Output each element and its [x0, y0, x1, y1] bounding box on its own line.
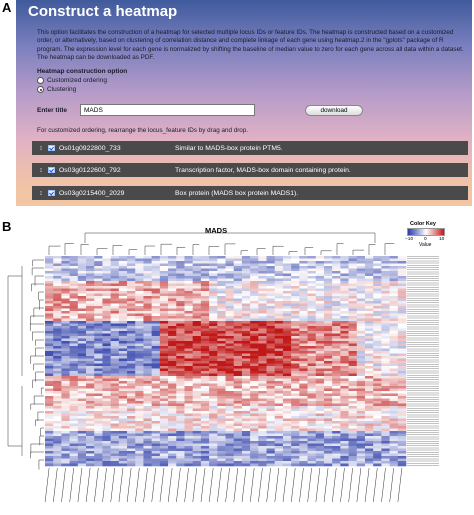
- clustering-label: Clustering: [47, 86, 77, 93]
- drag-handle-icon[interactable]: ↕: [39, 166, 43, 174]
- gene-id: Os03g0215400_2029: [59, 189, 125, 197]
- gene-row[interactable]: ↕ Os03g0122600_792 Transcription factor,…: [32, 163, 468, 177]
- gene-description: Transcription factor, MADS-box domain co…: [175, 166, 351, 174]
- checkbox-icon[interactable]: [48, 145, 55, 151]
- customized-label: Customized ordering: [47, 77, 107, 84]
- checkbox-icon[interactable]: [48, 190, 55, 196]
- row-labels: [407, 256, 439, 466]
- gene-id: Os03g0122600_792: [59, 166, 121, 174]
- heatmap-title: MADS: [205, 226, 228, 235]
- panel-a-letter: A: [2, 0, 12, 15]
- gene-description: Similar to MADS-box protein PTM5.: [175, 144, 283, 152]
- drag-handle-icon[interactable]: ↕: [39, 144, 43, 152]
- gene-description: Box protein (MADS box protein MADS1).: [175, 189, 299, 197]
- color-key: Color Key −10 0 10 Value: [405, 221, 447, 251]
- customized-radio[interactable]: [37, 77, 44, 84]
- gene-row[interactable]: ↕ Os03g0215400_2029 Box protein (MADS bo…: [32, 186, 468, 200]
- color-key-tick: 0: [424, 237, 427, 242]
- ordering-note: For customized ordering, rearrange the l…: [37, 127, 249, 134]
- color-key-tick: −10: [405, 237, 414, 242]
- panel-b-letter: B: [2, 219, 12, 234]
- page-title: Construct a heatmap: [28, 3, 178, 20]
- download-button[interactable]: download: [305, 105, 363, 116]
- heatmap-graphic: [7, 232, 407, 503]
- title-input[interactable]: [80, 104, 255, 116]
- title-label: Enter title: [37, 107, 67, 114]
- color-key-bar: [407, 228, 445, 236]
- intro-description: This option facilitates the construction…: [37, 29, 464, 61]
- option-heading: Heatmap construction option: [37, 68, 128, 75]
- gene-row[interactable]: ↕ Os01g0922800_733 Similar to MADS-box p…: [32, 141, 468, 155]
- heatmap-figure: MADS Color Key −10 0 10 Value: [0, 219, 474, 515]
- heatmap-builder-panel: Construct a heatmap This option facilita…: [16, 0, 472, 206]
- clustering-radio[interactable]: [37, 86, 44, 93]
- gene-id: Os01g0922800_733: [59, 144, 121, 152]
- drag-handle-icon[interactable]: ↕: [39, 189, 43, 197]
- color-key-value-label: Value: [419, 242, 432, 248]
- color-key-title: Color Key: [410, 221, 436, 227]
- clustering-option[interactable]: Clustering: [37, 86, 76, 93]
- checkbox-icon[interactable]: [48, 167, 55, 173]
- color-key-tick: 10: [439, 237, 445, 242]
- customized-ordering-option[interactable]: Customized ordering: [37, 77, 107, 84]
